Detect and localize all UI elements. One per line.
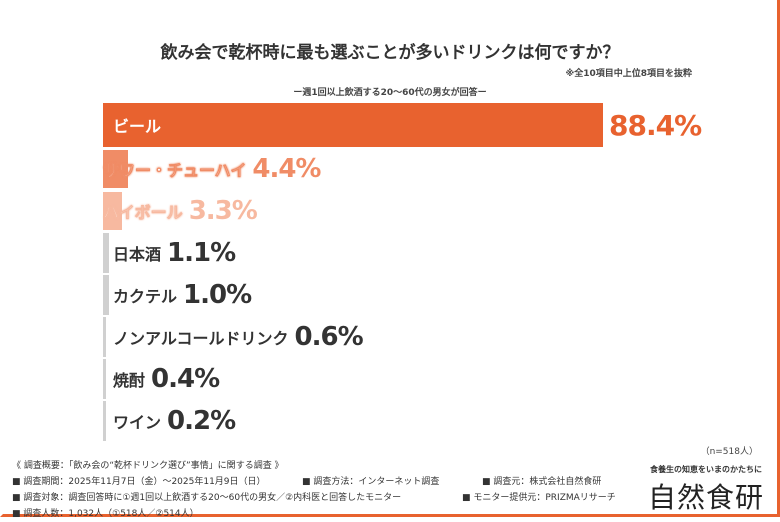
bar-label-group: ワイン 0.2% xyxy=(113,406,236,436)
value-label: 0.6% xyxy=(294,322,364,352)
survey-source: ■ 調査元：株式会社自然食研 xyxy=(482,477,602,487)
bar-label-group: カクテル 1.0% xyxy=(113,280,252,310)
survey-period: ■ 調査期間：2025年11月7日（金）〜2025年11月9日（日） xyxy=(12,477,266,487)
bar xyxy=(103,359,106,399)
value-label: 1.1% xyxy=(167,238,236,268)
bar xyxy=(103,192,122,230)
value-label: 1.0% xyxy=(183,280,252,310)
bar-label-group: サワー・チューハイ 4.4% xyxy=(103,154,322,184)
category-label: ビール xyxy=(113,117,162,136)
value-label: 0.4% xyxy=(151,364,220,394)
survey-method: ■ 調査方法：インターネット調査 xyxy=(302,477,440,487)
value-label: 3.3% xyxy=(188,196,258,226)
category-label: 日本酒 xyxy=(113,245,162,264)
bar-label-group: 日本酒 1.1% xyxy=(113,238,236,268)
category-label: カクテル xyxy=(113,287,178,306)
bar-label-group: 焼酎 0.4% xyxy=(113,364,220,394)
bar xyxy=(103,103,603,147)
category-label: ハイボール xyxy=(103,203,183,223)
category-label: ノンアルコールドリンク xyxy=(113,329,289,348)
bar xyxy=(103,150,128,188)
survey-provider: ■ モニター提供元：PRIZMAリサーチ xyxy=(462,493,616,503)
brand-tagline: 食養生の知恵をいまのかたちに xyxy=(650,465,762,474)
bar-label-group: ノンアルコールドリンク 0.6% xyxy=(113,322,364,352)
value-label: 88.4% xyxy=(609,108,702,142)
category-label: サワー・チューハイ xyxy=(103,161,247,181)
survey-count: ■ 調査人数：1,032人（①518人／②514人） xyxy=(12,509,199,519)
bar-label-group: ハイボール 3.3% xyxy=(103,196,258,226)
bar xyxy=(103,317,107,357)
category-label: ワイン xyxy=(113,413,162,432)
bar xyxy=(103,275,109,315)
value-label: 4.4% xyxy=(252,154,321,184)
category-label: 焼酎 xyxy=(113,371,146,390)
survey-heading: 《 調査概要：「飲み会の“乾杯ドリンク選び”事情」に関する調査 》 xyxy=(12,461,284,471)
survey-target: ■ 調査対象：調査回答時に①週1回以上飲酒する20〜60代の男女／②内科医と回答… xyxy=(12,493,402,503)
brand-logo: 自然食研 xyxy=(648,481,765,514)
value-label: 0.2% xyxy=(167,406,236,436)
survey-summary: 《 調査概要：「飲み会の“乾杯ドリンク選び”事情」に関する調査 》 ■ 調査期間… xyxy=(12,458,616,522)
sample-size: （n=518人） xyxy=(700,447,758,457)
bar-label-group: ビール 88.4% xyxy=(113,109,702,142)
bar-chart: ビール 88.4% サワー・チューハイ 4.4% ハイボール 3.3% 日本酒 1.1% カクテ… xyxy=(0,100,780,445)
chart-title: 飲み会で乾杯時に最も選ぶことが多いドリンクは何ですか？ xyxy=(160,43,620,63)
bar xyxy=(103,233,110,273)
bar xyxy=(103,401,106,441)
chart-subtitle: ー週1回以上飲酒する20〜60代の男女が回答ー xyxy=(293,88,487,98)
note: ※全10項目中上位8項目を抜粋 xyxy=(565,69,692,79)
